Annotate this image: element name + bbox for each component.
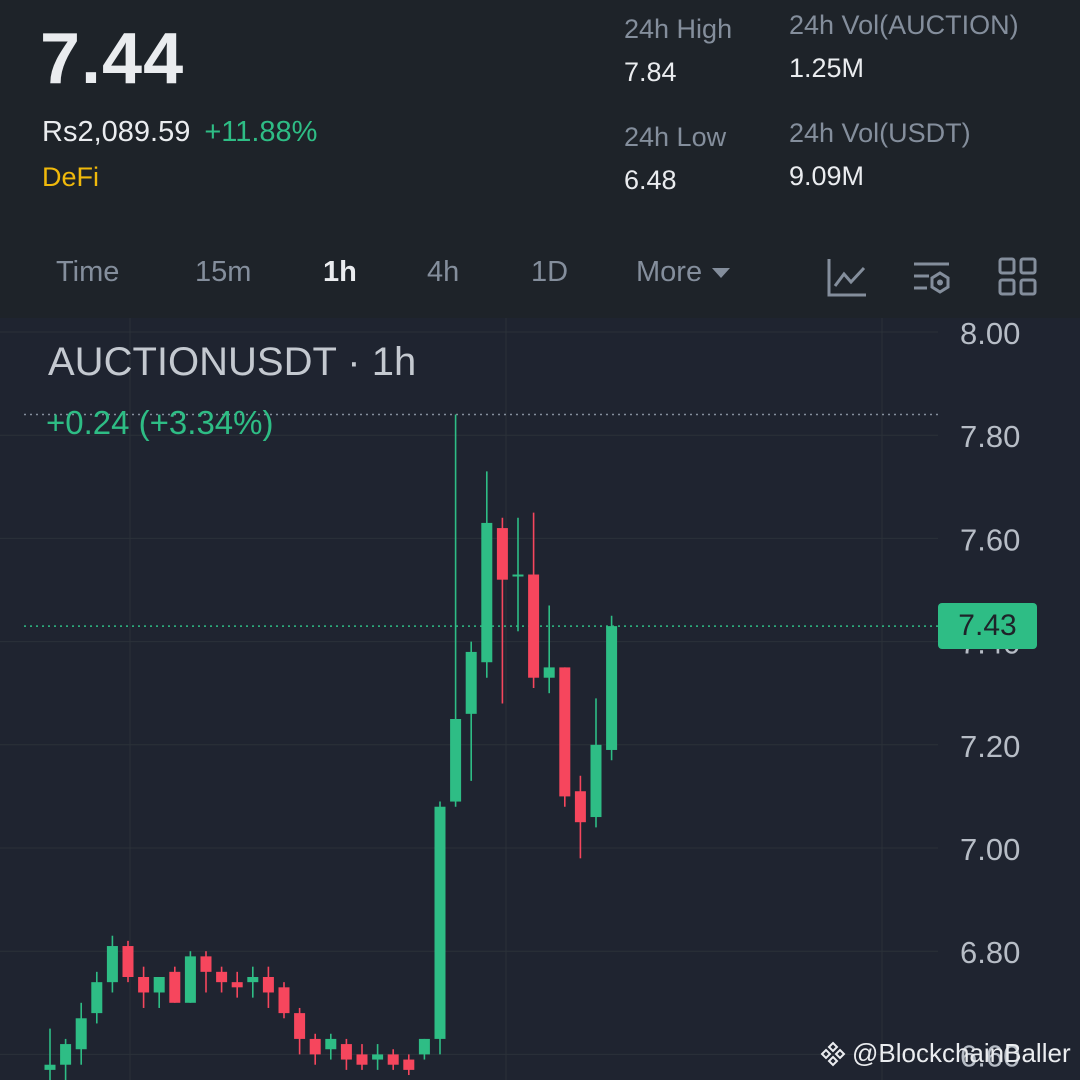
candle-up bbox=[75, 1018, 87, 1050]
candle-up bbox=[91, 982, 103, 1014]
tab-1h[interactable]: 1h bbox=[323, 256, 357, 288]
chart-symbol: AUCTIONUSDT · 1h bbox=[48, 340, 417, 384]
binance-logo-icon bbox=[820, 1041, 846, 1066]
category-tag[interactable]: DeFi bbox=[42, 162, 100, 192]
change-percent: +11.88% bbox=[204, 116, 318, 148]
candle-up bbox=[481, 522, 493, 663]
candle-up bbox=[60, 1044, 72, 1065]
candle-up bbox=[44, 1064, 56, 1070]
tab-4h[interactable]: 4h bbox=[427, 256, 460, 288]
price-subline: Rs2,089.59 +11.88% bbox=[42, 116, 317, 149]
stat-24h-high: 24h High 7.84 bbox=[624, 14, 732, 88]
candle-down bbox=[496, 528, 508, 580]
candle-down bbox=[262, 977, 274, 993]
stat-label: 24h Low bbox=[624, 122, 727, 152]
y-tick-label: 8.00 bbox=[960, 318, 1020, 351]
candle-up bbox=[418, 1038, 430, 1055]
candle-down bbox=[231, 982, 243, 988]
candle-down bbox=[200, 956, 212, 972]
stat-value: 7.84 bbox=[624, 57, 677, 87]
candle-down bbox=[309, 1038, 321, 1055]
chart-canvas[interactable]: 8.007.807.607.407.207.006.806.60 bbox=[0, 318, 1080, 1080]
candle-down bbox=[528, 574, 540, 678]
y-tick-label: 7.80 bbox=[960, 419, 1020, 454]
y-tick-label: 7.20 bbox=[960, 729, 1020, 764]
grid-layout-icon[interactable] bbox=[997, 256, 1039, 298]
candle-up bbox=[106, 946, 118, 983]
stat-value: 9.09M bbox=[789, 161, 865, 191]
candle-down bbox=[294, 1013, 306, 1039]
candle-down bbox=[403, 1059, 415, 1070]
y-tick-label: 6.80 bbox=[960, 935, 1020, 970]
candle-down bbox=[574, 791, 586, 823]
candle-down bbox=[278, 987, 290, 1014]
candle-down bbox=[387, 1054, 399, 1065]
candle-up bbox=[606, 626, 618, 750]
y-tick-label: 7.60 bbox=[960, 522, 1020, 557]
ticker-header: 7.44 Rs2,089.59 +11.88% DeFi 24h High 7.… bbox=[0, 0, 1080, 316]
watermark: @BlockchainBaller bbox=[820, 1038, 1071, 1069]
chart-settings-icon[interactable] bbox=[911, 256, 953, 298]
candle-up bbox=[184, 956, 196, 1003]
stat-label: 24h High bbox=[624, 14, 733, 44]
candle-up bbox=[153, 977, 165, 993]
candle-up bbox=[450, 719, 462, 802]
stat-value: 6.48 bbox=[624, 165, 677, 195]
y-tick-label: 6.60 bbox=[960, 1038, 1020, 1073]
stat-24h-vol-quote: 24h Vol(USDT) 9.09M bbox=[789, 118, 971, 192]
candle-down bbox=[138, 977, 150, 993]
tab-more-label: More bbox=[636, 256, 703, 288]
current-price-tag: 7.43 bbox=[938, 603, 1037, 649]
candle-up bbox=[465, 651, 477, 714]
stat-label: 24h Vol(AUCTION) bbox=[789, 10, 1019, 40]
candle-up bbox=[512, 574, 524, 577]
tab-15m[interactable]: 15m bbox=[195, 256, 252, 288]
candle-down bbox=[340, 1044, 352, 1060]
candle-up bbox=[590, 744, 602, 818]
tab-1d[interactable]: 1D bbox=[531, 256, 569, 288]
candle-up bbox=[372, 1054, 384, 1060]
candle-up bbox=[434, 806, 446, 1039]
candle-up bbox=[325, 1038, 337, 1050]
candle-down bbox=[356, 1054, 368, 1065]
stat-24h-low: 24h Low 6.48 bbox=[624, 122, 726, 196]
stat-label: 24h Vol(USDT) bbox=[789, 118, 971, 148]
candle-up bbox=[247, 977, 259, 983]
candle-down bbox=[169, 971, 181, 1003]
watermark-text: @BlockchainBaller bbox=[852, 1038, 1071, 1068]
fiat-price: Rs2,089.59 bbox=[42, 116, 191, 148]
y-tick-label: 7.00 bbox=[960, 832, 1020, 867]
stat-value: 1.25M bbox=[789, 53, 865, 83]
caret-down-icon bbox=[712, 268, 731, 279]
indicator-chart-icon[interactable] bbox=[826, 256, 868, 298]
candle-down bbox=[216, 971, 228, 983]
candle-up bbox=[543, 667, 555, 678]
candle-down bbox=[122, 946, 134, 977]
stat-24h-vol-base: 24h Vol(AUCTION) 1.25M bbox=[789, 10, 1019, 84]
chart-change: +0.24 (+3.34%) bbox=[46, 404, 274, 441]
tab-more[interactable]: More bbox=[636, 256, 731, 289]
candle-down bbox=[559, 667, 571, 797]
interval-tabs: Time 15m 1h 4h 1D More bbox=[0, 248, 1080, 308]
last-price: 7.44 bbox=[40, 19, 185, 99]
candlestick-chart[interactable]: 8.007.807.607.407.207.006.806.60 bbox=[0, 318, 1080, 1080]
tab-time[interactable]: Time bbox=[56, 256, 120, 288]
